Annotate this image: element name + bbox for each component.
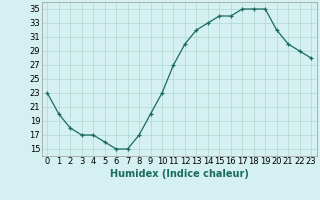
X-axis label: Humidex (Indice chaleur): Humidex (Indice chaleur)	[110, 169, 249, 179]
